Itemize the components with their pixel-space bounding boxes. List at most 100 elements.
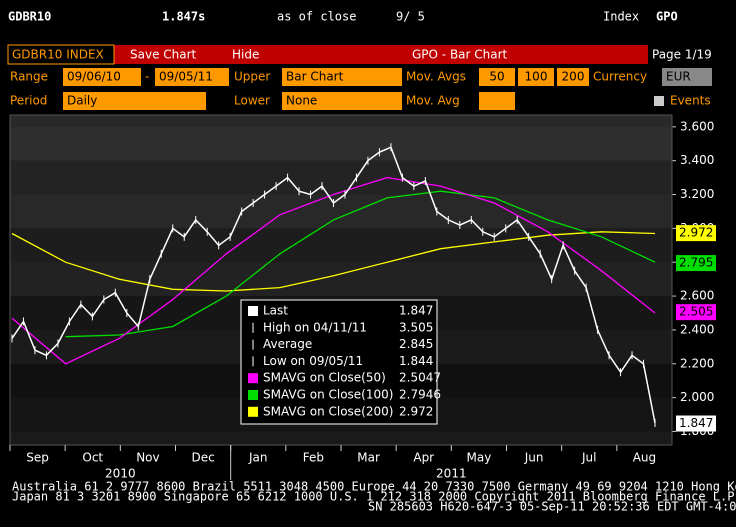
x-tick-label: Mar bbox=[357, 451, 380, 465]
events-checkbox[interactable] bbox=[654, 96, 664, 106]
events: Events bbox=[670, 94, 711, 108]
legend-swatch bbox=[248, 306, 258, 316]
date: 9/ 5 bbox=[396, 10, 425, 24]
year-label: 2010 bbox=[105, 467, 136, 481]
value-tag bbox=[676, 304, 716, 321]
value-tag-label: 2.972 bbox=[679, 226, 713, 240]
toolbar-title: GPO - Bar Chart bbox=[412, 48, 508, 62]
series-line bbox=[65, 190, 656, 338]
x-tick-label: Nov bbox=[136, 451, 159, 465]
period: Daily bbox=[67, 94, 97, 108]
grid-band bbox=[10, 115, 672, 127]
value-tag bbox=[676, 415, 716, 432]
mov-avg-box[interactable] bbox=[479, 92, 515, 110]
y-tick-label: 3.600 bbox=[680, 119, 714, 133]
dash: - bbox=[145, 70, 149, 84]
price: 1.847s bbox=[162, 10, 205, 24]
x-tick-label: Aug bbox=[633, 451, 656, 465]
x-tick-label: Jan bbox=[248, 451, 268, 465]
value-tag-label: 1.847 bbox=[679, 416, 713, 430]
index-code: GPO bbox=[656, 10, 678, 24]
avg2-box[interactable] bbox=[518, 68, 554, 86]
currency-box[interactable] bbox=[662, 68, 712, 86]
footer: Australia 61 2 9777 8600 Brazil 5511 304… bbox=[12, 480, 736, 514]
x-tick-label: Oct bbox=[82, 451, 103, 465]
chart: 3.6003.4003.2003.0002.8002.6002.4002.200… bbox=[9, 114, 716, 481]
start: 09/06/10 bbox=[67, 70, 121, 84]
page: Page 1/19 bbox=[652, 48, 712, 62]
legend-label: SMAVG on Close(50) bbox=[263, 371, 386, 385]
y-tick-label: 2.000 bbox=[680, 390, 714, 404]
legend-label: High on 04/11/11 bbox=[263, 320, 367, 334]
hide[interactable]: Hide bbox=[232, 48, 259, 62]
legend-label: SMAVG on Close(200) bbox=[263, 404, 393, 418]
legend-value: 2.972 bbox=[399, 404, 433, 418]
y-tick-label: 3.200 bbox=[680, 187, 714, 201]
legend-value: 1.844 bbox=[399, 354, 433, 368]
save-chart[interactable]: Save Chart bbox=[130, 48, 197, 62]
avg3-box[interactable] bbox=[557, 68, 589, 86]
legend-swatch bbox=[248, 373, 258, 384]
security: GDBR10 INDEX bbox=[12, 48, 104, 62]
legend-swatch bbox=[248, 390, 258, 400]
end-box[interactable] bbox=[155, 68, 229, 86]
value-tag bbox=[676, 225, 716, 242]
y-tick-label: 2.200 bbox=[680, 356, 714, 370]
period-box[interactable] bbox=[63, 92, 206, 110]
x-tick-label: Apr bbox=[413, 451, 434, 465]
lower-box[interactable] bbox=[282, 92, 402, 110]
currency: EUR bbox=[666, 70, 691, 84]
legend-label: Low on 09/05/11 bbox=[263, 354, 363, 368]
toolbar bbox=[8, 45, 732, 64]
page-box bbox=[648, 45, 732, 64]
y-tick-label: 3.400 bbox=[680, 153, 714, 167]
legend-value: 2.7946 bbox=[399, 388, 441, 402]
avg2: 100 bbox=[525, 70, 548, 84]
mov-avgs-label: Mov. Avgs bbox=[406, 70, 466, 84]
legend-value: 2.5047 bbox=[399, 371, 441, 385]
x-tick-label: May bbox=[467, 451, 492, 465]
value-tag-label: 2.795 bbox=[679, 256, 713, 270]
grid-band bbox=[10, 126, 672, 161]
ticker: GDBR10 bbox=[8, 10, 51, 24]
year-label: 2011 bbox=[436, 467, 467, 481]
grid-band bbox=[10, 160, 672, 195]
index-label: Index bbox=[603, 10, 639, 24]
avg1: 50 bbox=[489, 70, 504, 84]
x-tick-label: Dec bbox=[191, 451, 214, 465]
avg1-box[interactable] bbox=[479, 68, 515, 86]
legend-label: Last bbox=[263, 304, 288, 318]
x-tick-label: Sep bbox=[26, 451, 49, 465]
legend-value: 1.847 bbox=[399, 304, 433, 318]
period-label: Period bbox=[10, 94, 47, 108]
legend-value: 2.845 bbox=[399, 337, 433, 351]
y-tick-label: 2.400 bbox=[680, 322, 714, 336]
mov-avg-label: Mov. Avg bbox=[406, 94, 460, 108]
legend-box bbox=[240, 299, 438, 425]
security-box bbox=[7, 44, 115, 65]
as-of: as of close bbox=[277, 10, 356, 24]
lower: None bbox=[286, 94, 317, 108]
x-tick-label: Jun bbox=[524, 451, 544, 465]
series-line bbox=[11, 176, 656, 365]
x-tick-label: Feb bbox=[303, 451, 324, 465]
value-tag-label: 2.505 bbox=[679, 305, 713, 319]
controls: Range 09/06/10 - 09/05/11 Upper Bar Char… bbox=[10, 68, 712, 110]
upper-box[interactable] bbox=[282, 68, 402, 86]
grid-band bbox=[10, 194, 672, 229]
range-label: Range bbox=[10, 70, 48, 84]
currency-label: Currency bbox=[593, 70, 647, 84]
upper-value: Bar Chart bbox=[286, 70, 344, 84]
avg3: 200 bbox=[562, 70, 585, 84]
legend-swatch bbox=[248, 406, 258, 417]
end: 09/05/11 bbox=[159, 70, 213, 84]
upper-label: Upper bbox=[234, 70, 270, 84]
legend-label: Average bbox=[263, 337, 312, 351]
footer-line: Australia 61 2 9777 8600 Brazil 5511 304… bbox=[12, 480, 736, 494]
legend-value: 3.505 bbox=[399, 320, 433, 334]
footer-line: SN 285603 H620-647-3 05-Sep-11 20:52:36 … bbox=[368, 500, 736, 514]
value-tag bbox=[676, 255, 716, 272]
x-tick-label: Jul bbox=[581, 451, 596, 465]
start-box[interactable] bbox=[63, 68, 141, 86]
